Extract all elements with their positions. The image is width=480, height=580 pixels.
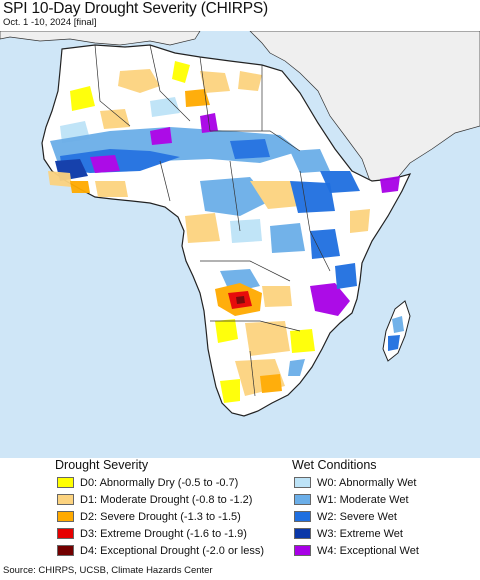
source-credit: Source: CHIRPS, UCSB, Climate Hazards Ce… [3, 565, 213, 576]
legend-label: W0: Abnormally Wet [317, 476, 417, 489]
swatch-w4 [294, 545, 311, 556]
legend-label: W3: Extreme Wet [317, 527, 403, 540]
country-borders [94, 44, 331, 397]
legend-label: W2: Severe Wet [317, 510, 397, 523]
map-subtitle: Oct. 1 -10, 2024 [final] [3, 17, 97, 28]
legend-item-d3: D3: Extreme Drought (-1.6 to -1.9) [57, 526, 247, 541]
sahara-dry-patches [60, 61, 262, 143]
swatch-w2 [294, 511, 311, 522]
legend: Drought Severity Wet Conditions D0: Abno… [0, 458, 480, 563]
legend-item-d1: D1: Moderate Drought (-0.8 to -1.2) [57, 492, 252, 507]
legend-item-d4: D4: Exceptional Drought (-2.0 or less) [57, 543, 264, 558]
swatch-w0 [294, 477, 311, 488]
wet-legend-heading: Wet Conditions [292, 458, 377, 472]
swatch-d1 [57, 494, 74, 505]
swatch-w3 [294, 528, 311, 539]
legend-label: D3: Extreme Drought (-1.6 to -1.9) [80, 527, 247, 540]
drought-legend-heading: Drought Severity [55, 458, 149, 472]
legend-item-w4: W4: Exceptional Wet [294, 543, 419, 558]
legend-item-w3: W3: Extreme Wet [294, 526, 403, 541]
legend-item-w1: W1: Moderate Wet [294, 492, 409, 507]
southern-africa-patches [215, 263, 357, 403]
legend-label: D0: Abnormally Dry (-0.5 to -0.7) [80, 476, 239, 489]
swatch-w1 [294, 494, 311, 505]
map-title: SPI 10-Day Drought Severity (CHIRPS) [3, 0, 268, 17]
legend-label: D2: Severe Drought (-1.3 to -1.5) [80, 510, 241, 523]
legend-item-w0: W0: Abnormally Wet [294, 475, 416, 490]
swatch-d3 [57, 528, 74, 539]
legend-label: W1: Moderate Wet [317, 493, 409, 506]
middle-east-landmass [249, 31, 480, 192]
west-africa-dry-patches [48, 171, 128, 197]
central-africa-patches [185, 177, 370, 259]
madagascar-patches [388, 316, 404, 351]
legend-label: D1: Moderate Drought (-0.8 to -1.2) [80, 493, 253, 506]
legend-item-w2: W2: Severe Wet [294, 509, 397, 524]
legend-item-d2: D2: Severe Drought (-1.3 to -1.5) [57, 509, 241, 524]
legend-label: W4: Exceptional Wet [317, 544, 419, 557]
swatch-d0 [57, 477, 74, 488]
swatch-d4 [57, 545, 74, 556]
legend-item-d0: D0: Abnormally Dry (-0.5 to -0.7) [57, 475, 238, 490]
legend-label: D4: Exceptional Drought (-2.0 or less) [80, 544, 265, 557]
swatch-d2 [57, 511, 74, 522]
europe-landmass [0, 31, 201, 46]
africa-drought-map [0, 31, 480, 458]
